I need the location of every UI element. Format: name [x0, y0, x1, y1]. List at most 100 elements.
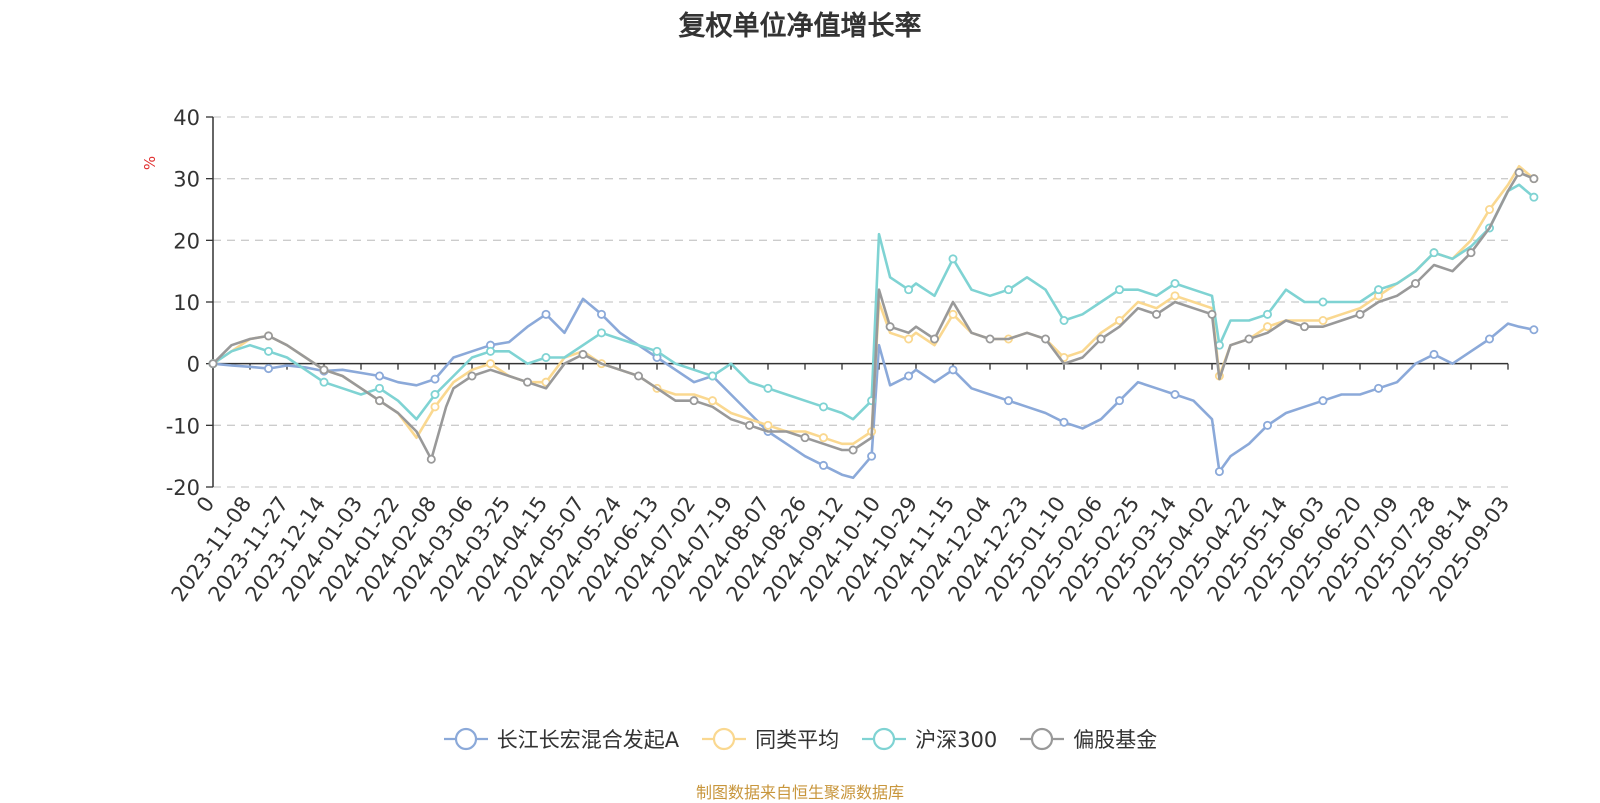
- series-point: [745, 420, 755, 430]
- series-point: [541, 352, 551, 362]
- series-point: [597, 328, 607, 338]
- series-point: [1170, 291, 1180, 301]
- legend-symbol: [1020, 727, 1065, 751]
- series-point: [263, 364, 273, 374]
- legend-symbol-circle: [873, 727, 896, 751]
- series-point: [885, 322, 895, 332]
- series-point: [800, 433, 810, 443]
- series-point: [374, 383, 384, 393]
- series-point: [430, 402, 440, 412]
- series-point: [1529, 325, 1539, 335]
- legend-symbol: [443, 727, 488, 751]
- series-point: [763, 420, 773, 430]
- legend-symbol-circle: [454, 727, 477, 751]
- series-point: [1374, 383, 1384, 393]
- legend-symbol: [862, 727, 907, 751]
- series-line-0: [212, 297, 1535, 480]
- series-point: [904, 285, 914, 295]
- series-point: [1170, 389, 1180, 399]
- gridlines: [213, 116, 1508, 488]
- series-point: [1485, 334, 1495, 344]
- series-point: [652, 346, 662, 356]
- series-point: [1318, 396, 1328, 406]
- series-point: [374, 396, 384, 406]
- y-tick-label: -20: [166, 476, 200, 500]
- y-axis-label: %: [141, 156, 159, 170]
- series-point: [319, 377, 329, 387]
- legend-symbol-circle: [713, 727, 736, 751]
- series-point: [1115, 315, 1125, 325]
- series-point: [374, 371, 384, 381]
- series-line-3: [212, 171, 1535, 461]
- series-point: [848, 445, 858, 455]
- series-lines: [208, 165, 1539, 480]
- x-tick-label: 0: [192, 492, 219, 517]
- y-tick-label: 0: [187, 353, 200, 377]
- series-point: [948, 309, 958, 319]
- series-point: [1318, 315, 1328, 325]
- series-point: [1263, 322, 1273, 332]
- series-point: [597, 309, 607, 319]
- series-point: [1244, 334, 1254, 344]
- series-point: [467, 371, 477, 381]
- series-point: [485, 346, 495, 356]
- series-point: [1514, 167, 1524, 177]
- series-point: [430, 389, 440, 399]
- series-point: [1214, 467, 1224, 477]
- series-point: [763, 383, 773, 393]
- series-point: [1207, 309, 1217, 319]
- series-point: [263, 346, 273, 356]
- legend-item[interactable]: 沪深300: [861, 724, 997, 754]
- legend-item[interactable]: 长江长宏混合发起A: [443, 724, 679, 754]
- y-tick-label: 10: [173, 291, 200, 315]
- series-point: [1529, 174, 1539, 184]
- series-point: [1004, 396, 1014, 406]
- series-point: [985, 334, 995, 344]
- series-point: [1170, 278, 1180, 288]
- series-point: [319, 365, 329, 375]
- series-point: [904, 371, 914, 381]
- series-point: [578, 349, 588, 359]
- series-point: [1115, 285, 1125, 295]
- series-point: [819, 460, 829, 470]
- y-tick-label: 40: [173, 106, 200, 130]
- y-tick-label: -10: [166, 414, 200, 438]
- series-point: [1529, 192, 1539, 202]
- series-point: [1374, 285, 1384, 295]
- series-point: [1115, 396, 1125, 406]
- series-line-2: [212, 183, 1535, 421]
- series-point: [208, 359, 218, 369]
- series-point: [1059, 315, 1069, 325]
- series-point: [1466, 248, 1476, 258]
- legend-symbol-circle: [1031, 727, 1054, 751]
- series-point: [819, 402, 829, 412]
- series-point: [541, 309, 551, 319]
- series-point: [1300, 322, 1310, 332]
- series-point: [904, 334, 914, 344]
- legend-item[interactable]: 同类平均: [701, 724, 839, 754]
- source-note: 制图数据来自恒生聚源数据库: [695, 783, 904, 802]
- legend-label: 长江长宏混合发起A: [496, 728, 680, 752]
- legend-item[interactable]: 偏股基金: [1019, 724, 1157, 754]
- series-point: [948, 254, 958, 264]
- series-point: [263, 331, 273, 341]
- legend-label: 同类平均: [755, 728, 840, 752]
- series-point: [1263, 420, 1273, 430]
- y-tick-label: 20: [173, 229, 200, 253]
- series-point: [523, 377, 533, 387]
- series-point: [1096, 334, 1106, 344]
- series-point: [819, 433, 829, 443]
- series-point: [1152, 309, 1162, 319]
- series-point: [1355, 309, 1365, 319]
- chart-title: 复权单位净值增长率: [678, 11, 922, 42]
- series-point: [948, 365, 958, 375]
- series-line-1: [212, 165, 1535, 446]
- legend-label: 沪深300: [915, 728, 998, 752]
- series-point: [1485, 204, 1495, 214]
- series-point: [1004, 285, 1014, 295]
- legend: 长江长宏混合发起A 同类平均 沪深300 偏股基金: [0, 724, 1600, 754]
- series-point: [1411, 278, 1421, 288]
- series-point: [1429, 349, 1439, 359]
- series-point: [1429, 248, 1439, 258]
